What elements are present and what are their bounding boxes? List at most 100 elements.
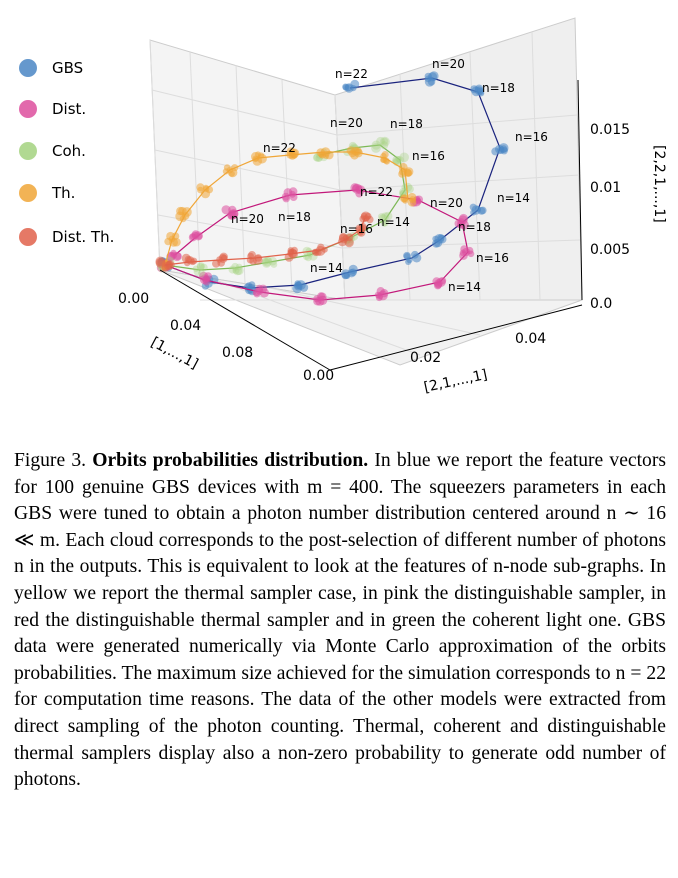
data-point xyxy=(307,251,314,258)
series-layer: n=22 n=20 n=18 n=16 n=14 n=22 n=20 n=18 n=16 n=14… xyxy=(155,57,548,306)
data-point xyxy=(198,269,205,277)
data-point xyxy=(380,141,389,150)
point-label: n=18 xyxy=(482,81,515,95)
point-label: n=14 xyxy=(377,215,410,229)
data-point xyxy=(381,220,388,227)
data-point xyxy=(381,212,390,221)
data-point xyxy=(195,233,203,240)
data-point xyxy=(204,272,213,280)
data-point xyxy=(316,148,326,157)
data-point xyxy=(378,213,386,221)
data-point xyxy=(470,85,479,94)
data-point xyxy=(342,83,349,91)
y-axis-label: [2,1,...,1] xyxy=(423,367,489,396)
data-point xyxy=(288,149,299,159)
point-label: n=16 xyxy=(412,149,445,163)
figure-caption: Figure 3. Orbits probabilities distribut… xyxy=(14,448,666,794)
legend-marker xyxy=(19,184,37,202)
data-point xyxy=(348,149,357,158)
data-point xyxy=(172,237,181,247)
data-point xyxy=(193,268,201,276)
point-label: n=20 xyxy=(330,116,363,130)
figure-3: GBS Dist. Coh. Th. Dist. Th. n=22 n=20 n=18 n=1… xyxy=(0,0,678,430)
point-label: n=20 xyxy=(430,196,463,210)
data-point xyxy=(218,254,228,263)
data-point xyxy=(246,256,254,264)
data-point xyxy=(459,249,467,257)
data-point xyxy=(396,156,404,164)
data-point xyxy=(399,167,408,176)
legend-label: Dist. xyxy=(52,100,86,118)
data-point xyxy=(380,136,390,147)
data-point xyxy=(189,258,196,266)
data-point xyxy=(196,262,205,271)
data-point xyxy=(262,256,272,267)
legend-entry-3: Th. xyxy=(19,184,75,202)
data-point xyxy=(231,164,239,172)
y-tick-1: 0.02 xyxy=(410,350,441,366)
legend-label: Dist. Th. xyxy=(52,228,114,246)
data-point xyxy=(378,214,388,223)
data-point xyxy=(227,211,236,220)
data-point xyxy=(303,253,310,260)
x-tick-2: 0.08 xyxy=(222,345,253,361)
data-point xyxy=(376,136,385,146)
data-point xyxy=(317,243,325,251)
data-point xyxy=(192,265,200,272)
z-tick-3: 0.015 xyxy=(590,122,630,138)
data-point xyxy=(337,237,347,247)
data-point xyxy=(352,183,363,194)
y-tick-0: 0.00 xyxy=(303,368,334,384)
point-label: n=22 xyxy=(360,185,393,199)
data-point xyxy=(233,266,242,276)
data-point xyxy=(202,184,209,191)
point-label: n=14 xyxy=(497,191,530,205)
data-point xyxy=(270,261,278,268)
caption-label: Figure 3. xyxy=(14,450,87,471)
legend-label: Th. xyxy=(51,184,75,202)
x-axis-label: [1,...,1] xyxy=(148,334,201,372)
point-label: n=22 xyxy=(263,141,296,155)
data-point xyxy=(383,211,393,221)
series-line xyxy=(164,189,469,301)
data-point xyxy=(264,256,272,264)
data-point xyxy=(196,263,205,271)
data-point xyxy=(354,148,363,158)
series-line xyxy=(164,144,406,271)
data-point xyxy=(222,168,229,175)
data-point xyxy=(283,188,293,197)
data-point xyxy=(477,207,486,215)
z-tick-2: 0.01 xyxy=(590,180,621,196)
data-point xyxy=(375,294,383,302)
point-label: n=20 xyxy=(231,212,264,226)
point-label: n=16 xyxy=(515,130,548,144)
data-point xyxy=(359,224,367,231)
data-point xyxy=(268,256,278,266)
data-point xyxy=(318,292,327,301)
data-point xyxy=(199,263,208,272)
x-tick-1: 0.04 xyxy=(170,318,201,334)
data-point xyxy=(380,156,387,163)
data-point xyxy=(402,197,409,204)
data-point xyxy=(491,147,500,156)
legend: GBS Dist. Coh. Th. Dist. Th. xyxy=(19,59,114,246)
legend-entry-4: Dist. Th. xyxy=(19,228,114,246)
point-label: n=20 xyxy=(432,57,465,71)
point-label: n=14 xyxy=(310,261,343,275)
caption-title: Orbits probabilities distribution. xyxy=(92,450,369,471)
data-point xyxy=(434,281,443,289)
data-point xyxy=(228,265,237,274)
legend-marker xyxy=(19,59,37,77)
point-label: n=22 xyxy=(335,67,368,81)
data-point xyxy=(312,248,320,257)
data-point xyxy=(255,151,261,158)
data-point xyxy=(262,257,269,265)
data-point xyxy=(288,249,298,259)
data-point xyxy=(348,264,358,274)
data-point xyxy=(166,231,175,241)
data-point xyxy=(376,287,385,296)
data-point xyxy=(212,259,221,268)
data-point xyxy=(259,284,268,293)
legend-entry-0: GBS xyxy=(19,59,83,77)
data-point xyxy=(381,219,389,227)
